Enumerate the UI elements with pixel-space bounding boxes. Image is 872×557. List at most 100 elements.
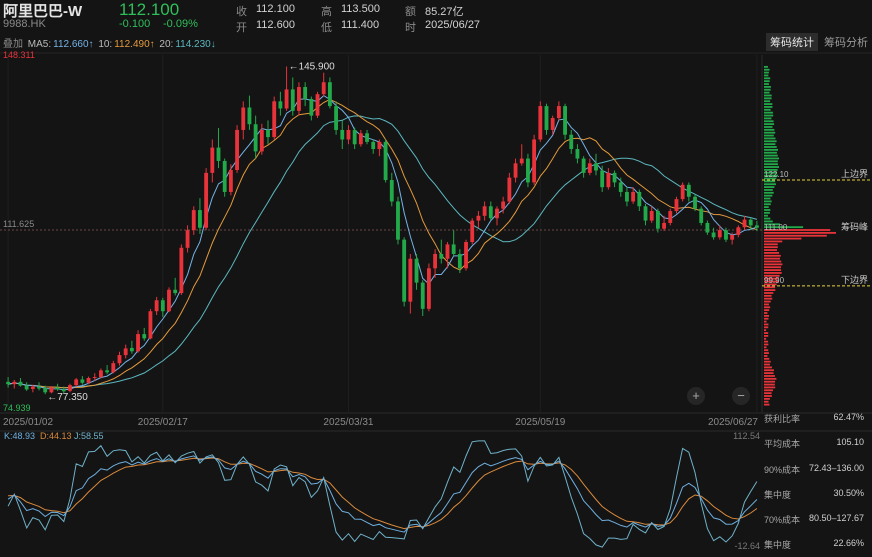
overlay-label[interactable]: 叠加 [3,39,23,50]
ma20-value: 114.230↓ [175,39,216,50]
chip-bar [764,123,775,126]
zoom-out-button[interactable]: − [732,387,750,405]
candle-body [49,387,54,393]
chip-stat-value: 72.43–136.00 [808,463,864,473]
candle-body [464,242,468,269]
ma10-label: 10: [98,39,113,50]
chip-bar [764,303,769,306]
chip-bar [764,229,831,231]
ma10-line [8,98,758,389]
chip-bar [764,120,774,123]
tab-chip-stats[interactable]: 筹码统计 [766,33,818,51]
kdj-top-label: 112.54 [733,431,760,441]
candle-body [24,385,29,390]
chip-bar [764,306,771,309]
chip-bar [764,317,769,320]
candle-body [680,184,685,200]
candle-body [371,141,376,150]
candle-body [519,158,524,164]
chip-bar [764,246,778,249]
chip-bar [764,131,776,134]
candle-body [501,201,506,209]
chip-bar [764,171,778,174]
chip-bar [764,97,772,100]
candle-body [92,377,97,379]
chip-bar [764,292,774,294]
chip-bar [764,277,779,280]
tab-chip-analysis[interactable]: 筹码分析 [824,37,868,49]
chip-bar [764,260,782,263]
chip-stat-key: 集中度 [764,490,792,500]
candle-body [748,219,753,226]
chip-bar [764,146,777,148]
candle-body [352,129,357,145]
candle-body [581,158,586,173]
chip-bar [764,320,767,323]
candle-body [253,124,258,152]
lower-bound-value: 99.90 [764,276,785,285]
quote-close-value: 112.100 [256,3,295,15]
chip-bar [764,134,774,137]
zoom-in-button[interactable]: + [687,387,705,405]
chip-bar [764,74,769,77]
chip-stat-value: 30.50% [833,488,864,498]
chip-bar [764,206,769,209]
candle-body [420,282,425,309]
candle-body [284,89,289,109]
chip-bar [764,163,778,166]
ma5-value: 112.660↑ [53,39,94,50]
chip-bar [764,357,770,360]
candle-body [649,211,654,221]
chip-bar [764,151,777,154]
candle-body [142,334,147,339]
candle-body [532,139,537,183]
candle-body [563,106,567,135]
ma20-line [8,115,758,389]
candle-body [476,215,481,221]
current-price-label: 111.625 [3,219,34,229]
candle-body [402,239,407,302]
chip-bar [764,103,773,105]
candle-body [247,107,252,125]
candle-body [173,289,178,294]
chip-bar [764,323,769,326]
chip-bar [764,337,767,340]
chip-peak-label: 筹码峰 [841,221,868,232]
candle-body [340,129,345,140]
chip-bar [764,231,836,234]
chip-bar [764,377,777,380]
chip-bar [764,314,770,317]
chip-bar [764,191,774,194]
candle-body [272,101,277,138]
candle-body [513,163,518,178]
candle-body [129,347,134,352]
chip-bar [764,309,770,312]
candle-body [198,210,202,228]
low-annotation: ←77.350 [47,392,88,403]
chip-peak-value: 111.00 [764,223,788,232]
chip-bar [764,65,768,68]
candle-body [507,177,512,202]
candle-body [222,160,227,192]
candle-body [544,106,549,130]
candle-body [699,208,704,223]
chip-bar [764,80,770,83]
candle-body [587,163,592,173]
upper-bound-value: 122.10 [764,170,789,179]
kdj-k-legend: K:48.93 [4,431,35,441]
high-annotation: ←145.900 [289,62,336,73]
candle-body [235,129,239,171]
x-tick-label: 2025/01/02 [3,417,53,428]
candle-body [148,311,153,339]
chip-stat-key: 平均成本 [764,439,801,449]
candle-body [228,170,233,192]
candle-body [259,129,264,152]
candle-body [346,129,351,140]
chip-bar [764,274,780,277]
candle-body [742,219,747,228]
chip-bar [764,372,774,375]
chip-bar [764,85,771,88]
candle-body [86,377,91,383]
candle-body [433,253,438,269]
candle-body [12,381,17,385]
